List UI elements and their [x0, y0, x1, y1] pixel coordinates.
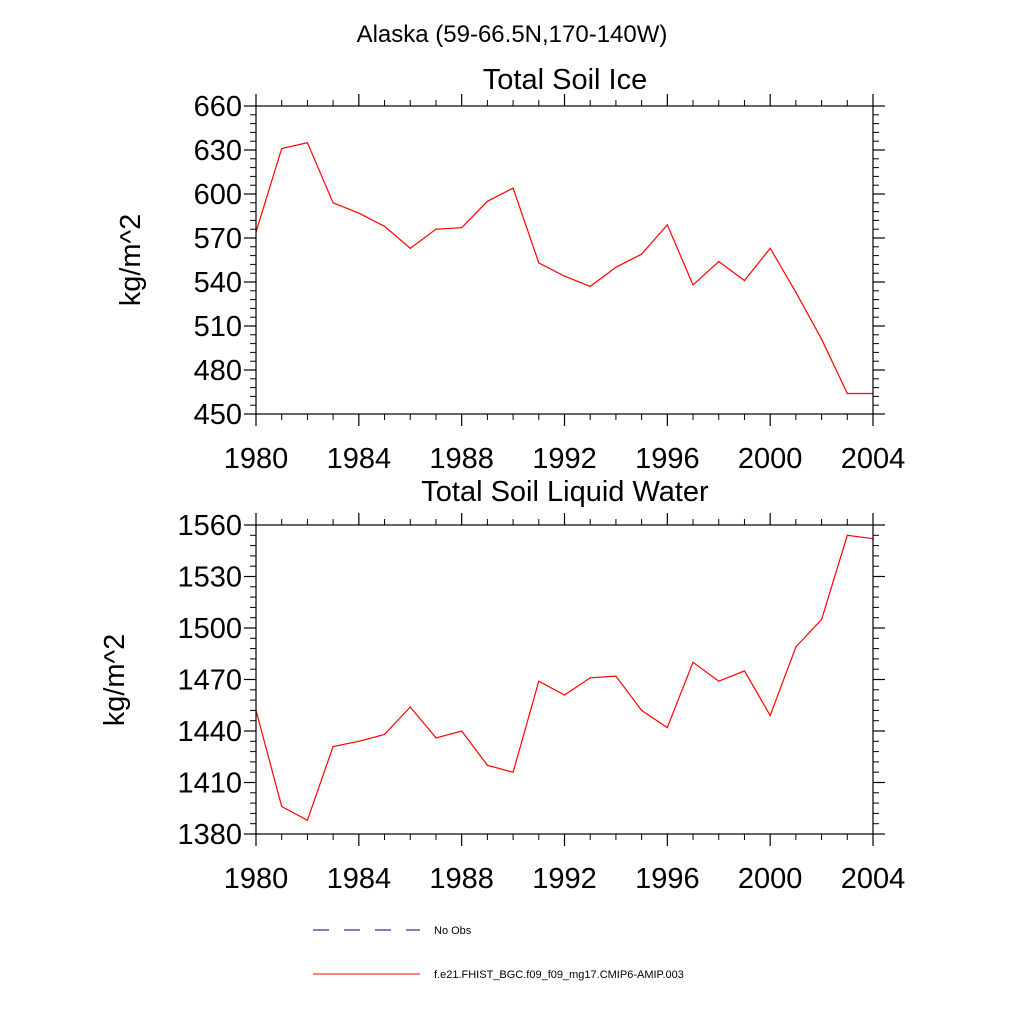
x-tick-label: 1996: [635, 443, 700, 475]
data-point: [589, 677, 591, 679]
data-point: [538, 262, 540, 264]
x-tick-label: 1980: [224, 443, 289, 475]
plot-border: [255, 524, 874, 835]
legend-label-no-obs: No Obs: [434, 925, 472, 937]
x-tick-label: 1992: [532, 443, 597, 475]
y-tick-label: 1410: [177, 768, 242, 800]
data-point: [281, 147, 283, 150]
x-tick-label: 2000: [738, 443, 803, 475]
y-axis-label: kg/m^2: [99, 634, 131, 727]
data-point: [743, 279, 746, 282]
axis-ticks: [244, 94, 885, 426]
data-point: [486, 200, 488, 202]
data-point: [538, 680, 540, 682]
plot-border: [255, 105, 874, 415]
panel-total-soil-ice: Total Soil Ice kg/m^2 1980 1984 1988 1992 19…: [115, 64, 905, 475]
data-point: [332, 745, 334, 748]
y-tick-label: 450: [194, 399, 242, 431]
y-tick-label: 510: [194, 311, 242, 343]
data-point: [332, 202, 334, 204]
data-point: [383, 733, 386, 736]
plot-frame: [255, 105, 874, 415]
data-point: [718, 260, 720, 263]
data-point: [281, 805, 283, 808]
data-point: [769, 247, 771, 249]
data-point: [486, 764, 488, 766]
y-axis-label: kg/m^2: [115, 214, 147, 307]
y-tick-label: 480: [194, 355, 242, 387]
data-point: [435, 228, 437, 230]
data-point: [383, 225, 386, 227]
data-point: [512, 771, 514, 773]
legend-label-model: f.e21.FHIST_BGC.f09_f09_mg17.CMIP6-AMIP.…: [434, 969, 684, 981]
panel-total-soil-liquid-water: Total Soil Liquid Water kg/m^2 1980 1984 1…: [99, 476, 905, 895]
data-point: [358, 212, 360, 214]
data-point: [692, 661, 694, 663]
tick-labels: 1980 1984 1988 1992 1996 2000 2004 1380 1410 1440…: [177, 510, 905, 895]
data-point: [769, 714, 771, 717]
data-point: [306, 819, 309, 821]
y-tick-label: 1470: [177, 665, 242, 697]
x-tick-label: 2004: [841, 863, 906, 895]
y-tick-label: 1530: [177, 562, 242, 594]
y-tick-label: 1380: [177, 819, 242, 851]
y-tick-label: 1560: [177, 510, 242, 542]
y-tick-label: 630: [194, 135, 242, 167]
series-line-model: [255, 534, 874, 822]
y-tick-label: 1440: [177, 716, 242, 748]
y-tick-label: 570: [194, 223, 242, 255]
figure-title: Alaska (59-66.5N,170-140W): [357, 21, 668, 48]
legend: No Obs f.e21.FHIST_BGC.f09_f09_mg17.CMIP…: [313, 925, 684, 981]
x-tick-label: 1980: [224, 863, 289, 895]
data-point: [563, 275, 566, 277]
data-point: [306, 142, 309, 144]
axis-ticks: [244, 513, 885, 846]
data-point: [666, 224, 668, 226]
data-point: [435, 737, 437, 739]
y-tick-label: 1500: [177, 613, 242, 645]
data-point: [795, 646, 797, 648]
data-point: [461, 730, 463, 732]
plot-frame: [255, 524, 874, 835]
data-point: [589, 285, 591, 287]
data-point: [409, 706, 411, 708]
series-layer: [255, 534, 874, 822]
data-point: [512, 187, 514, 189]
y-tick-label: 540: [194, 267, 242, 299]
data-point: [615, 675, 617, 677]
tick-labels: 1980 1984 1988 1992 1996 2000 2004 450 480 510 540…: [194, 91, 906, 475]
data-point: [820, 618, 823, 621]
series-line-model: [255, 142, 873, 395]
panel-title: Total Soil Ice: [483, 64, 647, 96]
data-point: [358, 740, 360, 742]
data-point: [666, 726, 668, 729]
x-tick-label: 1984: [327, 863, 392, 895]
series-layer: [255, 142, 874, 395]
data-point: [615, 266, 617, 268]
data-point: [641, 253, 643, 255]
panel-title: Total Soil Liquid Water: [421, 476, 709, 508]
data-point: [692, 284, 694, 286]
x-tick-label: 1984: [327, 443, 392, 475]
x-tick-label: 1988: [429, 863, 494, 895]
x-tick-label: 2000: [738, 863, 803, 895]
data-point: [820, 338, 823, 340]
data-point: [718, 680, 720, 682]
data-point: [846, 392, 848, 395]
data-point: [563, 694, 566, 696]
data-point: [461, 227, 463, 229]
x-tick-label: 1988: [429, 443, 494, 475]
y-tick-label: 660: [194, 91, 242, 123]
x-tick-label: 1996: [635, 863, 700, 895]
data-point: [795, 291, 797, 293]
data-point: [743, 670, 746, 672]
data-point: [409, 247, 411, 249]
data-point: [641, 709, 643, 712]
y-tick-label: 600: [194, 179, 242, 211]
x-tick-label: 2004: [841, 443, 906, 475]
x-tick-label: 1992: [532, 863, 597, 895]
data-point: [846, 534, 848, 536]
